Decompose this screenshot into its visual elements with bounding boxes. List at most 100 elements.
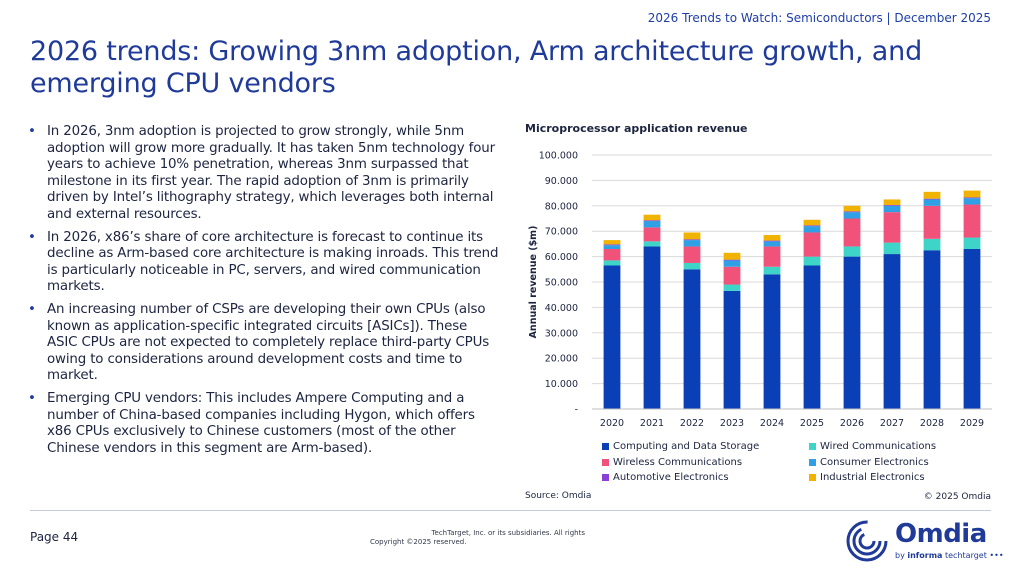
omdia-logo-tagline: by informa techtarget ••• xyxy=(895,551,1004,560)
y-tick-label: 90.000 xyxy=(545,176,578,187)
bar-segment xyxy=(963,204,981,238)
logo-tagline-suffix: techtarget xyxy=(945,551,987,560)
y-tick-label: 70.000 xyxy=(545,227,578,238)
bar-segment xyxy=(603,240,621,245)
x-tick-label: 2020 xyxy=(600,418,624,429)
bullet-marker: • xyxy=(28,390,36,406)
footer-copyright: TechTarget, Inc. or its subsidiaries. Al… xyxy=(370,529,585,546)
bar-segment xyxy=(763,274,781,409)
bar-segment xyxy=(603,248,621,261)
logo-tagline-brand: informa xyxy=(907,551,943,560)
bar-segment xyxy=(683,240,701,247)
bar-segment xyxy=(843,212,861,219)
bullet-marker: • xyxy=(28,229,36,245)
y-tick-label: - xyxy=(575,405,578,416)
bar-segment xyxy=(803,232,821,257)
x-tick-label: 2023 xyxy=(720,418,744,429)
bullet-item: • An increasing number of CSPs are develo… xyxy=(28,302,500,385)
legend-label: Wired Communications xyxy=(820,441,937,452)
y-tick-label: 100.000 xyxy=(539,151,578,162)
legend-item: Consumer Electronics xyxy=(809,457,929,468)
y-tick-label: 60.000 xyxy=(545,252,578,263)
legend-label: Wireless Communications xyxy=(613,456,743,468)
chart-title: Microprocessor application revenue xyxy=(525,122,748,135)
bar-segment xyxy=(683,262,701,270)
bar-segment xyxy=(883,199,901,206)
bar-segment xyxy=(763,246,781,267)
bar-segment xyxy=(603,245,621,249)
bullet-text: In 2026, x86’s share of core architectur… xyxy=(47,229,499,295)
bullet-marker: • xyxy=(28,124,36,139)
x-tick-label: 2028 xyxy=(920,418,944,429)
bar-segment xyxy=(803,219,821,226)
bar-segment xyxy=(763,235,781,241)
y-tick-label: 30.000 xyxy=(545,328,578,339)
bar-segment xyxy=(923,238,941,251)
bar-segment xyxy=(923,205,941,239)
bar-segment xyxy=(883,205,901,206)
bar-segment xyxy=(643,227,661,242)
bar-segment xyxy=(963,197,981,199)
legend-swatch xyxy=(602,474,609,481)
bullet-marker: • xyxy=(28,301,36,317)
bar-segment xyxy=(843,205,861,212)
bar-segment xyxy=(883,254,901,409)
bar-segment xyxy=(923,199,941,206)
bar-segment xyxy=(803,256,821,266)
y-axis-label: Annual revenue ($m) xyxy=(528,226,539,339)
bullet-item: • Emerging CPU vendors: This includes Amp… xyxy=(28,391,500,457)
bar-segment xyxy=(763,241,781,247)
page-title: 2026 trends: Growing 3nm adoption, Arm a… xyxy=(30,36,923,99)
logo-tagline-prefix: by xyxy=(895,551,905,560)
y-tick-label: 40.000 xyxy=(545,303,578,314)
bar-segment xyxy=(883,242,901,255)
legend-item: Industrial Electronics xyxy=(809,472,925,483)
bar-segment xyxy=(963,198,981,205)
bar-segment xyxy=(923,191,941,199)
legend-label: Automotive Electronics xyxy=(613,472,729,483)
x-tick-label: 2026 xyxy=(840,418,864,429)
footer-copyright-line1: TechTarget, Inc. or its subsidiaries. Al… xyxy=(431,529,585,537)
bar-segment xyxy=(843,211,861,213)
bar-segment xyxy=(643,241,661,247)
legend-swatch xyxy=(809,474,816,481)
bar-segment xyxy=(643,214,661,221)
legend-label: Industrial Electronics xyxy=(820,472,925,483)
legend-swatch xyxy=(602,443,609,450)
bar-segment xyxy=(723,259,741,261)
bar-segment xyxy=(763,266,781,275)
y-tick-label: 80.000 xyxy=(545,201,578,212)
x-tick-label: 2022 xyxy=(680,418,704,429)
bullet-text: Emerging CPU vendors: This includes Ampe… xyxy=(47,390,475,456)
bar-segment xyxy=(923,250,941,409)
stacked-bar-chart: - 10.000 20.000 30.000 40.000 50.000 60.000 70.… xyxy=(528,151,992,429)
bullet-item: • In 2026, x86’s share of core architectu… xyxy=(28,230,500,296)
bar-segment xyxy=(683,239,701,241)
legend-item: Wireless Communications xyxy=(602,457,742,468)
bar-segment xyxy=(683,232,701,240)
bar-segment xyxy=(883,205,901,213)
legend-label: Computing and Data Storage xyxy=(613,441,760,452)
legend-item: Wired Communications xyxy=(809,441,936,452)
bar-segment xyxy=(723,266,741,285)
bar-segment xyxy=(763,240,781,242)
bullet-text: In 2026, 3nm adoption is projected to gr… xyxy=(47,124,495,222)
chart-copyright: © 2025 Omdia xyxy=(923,492,991,502)
bar-segment xyxy=(923,198,941,200)
x-tick-label: 2027 xyxy=(880,418,904,429)
chart-source: Source: Omdia xyxy=(525,491,592,501)
bar-segment xyxy=(843,246,861,257)
x-tick-label: 2021 xyxy=(640,418,664,429)
legend-item: Automotive Electronics xyxy=(602,472,729,483)
y-tick-label: 10.000 xyxy=(545,379,578,390)
x-tick-label: 2024 xyxy=(760,418,784,429)
bar-segment xyxy=(843,256,861,409)
omdia-logo-word: Omdia xyxy=(895,519,987,549)
footer-copyright-line2: Copyright ©2025 reserved. xyxy=(370,537,467,546)
page-number: Page 44 xyxy=(30,530,79,544)
bar-segment xyxy=(803,226,821,233)
footer-divider xyxy=(30,510,991,511)
bar-segment xyxy=(643,221,661,228)
report-header: 2026 Trends to Watch: Semiconductors | D… xyxy=(647,11,991,25)
x-tick-label: 2029 xyxy=(960,418,984,429)
